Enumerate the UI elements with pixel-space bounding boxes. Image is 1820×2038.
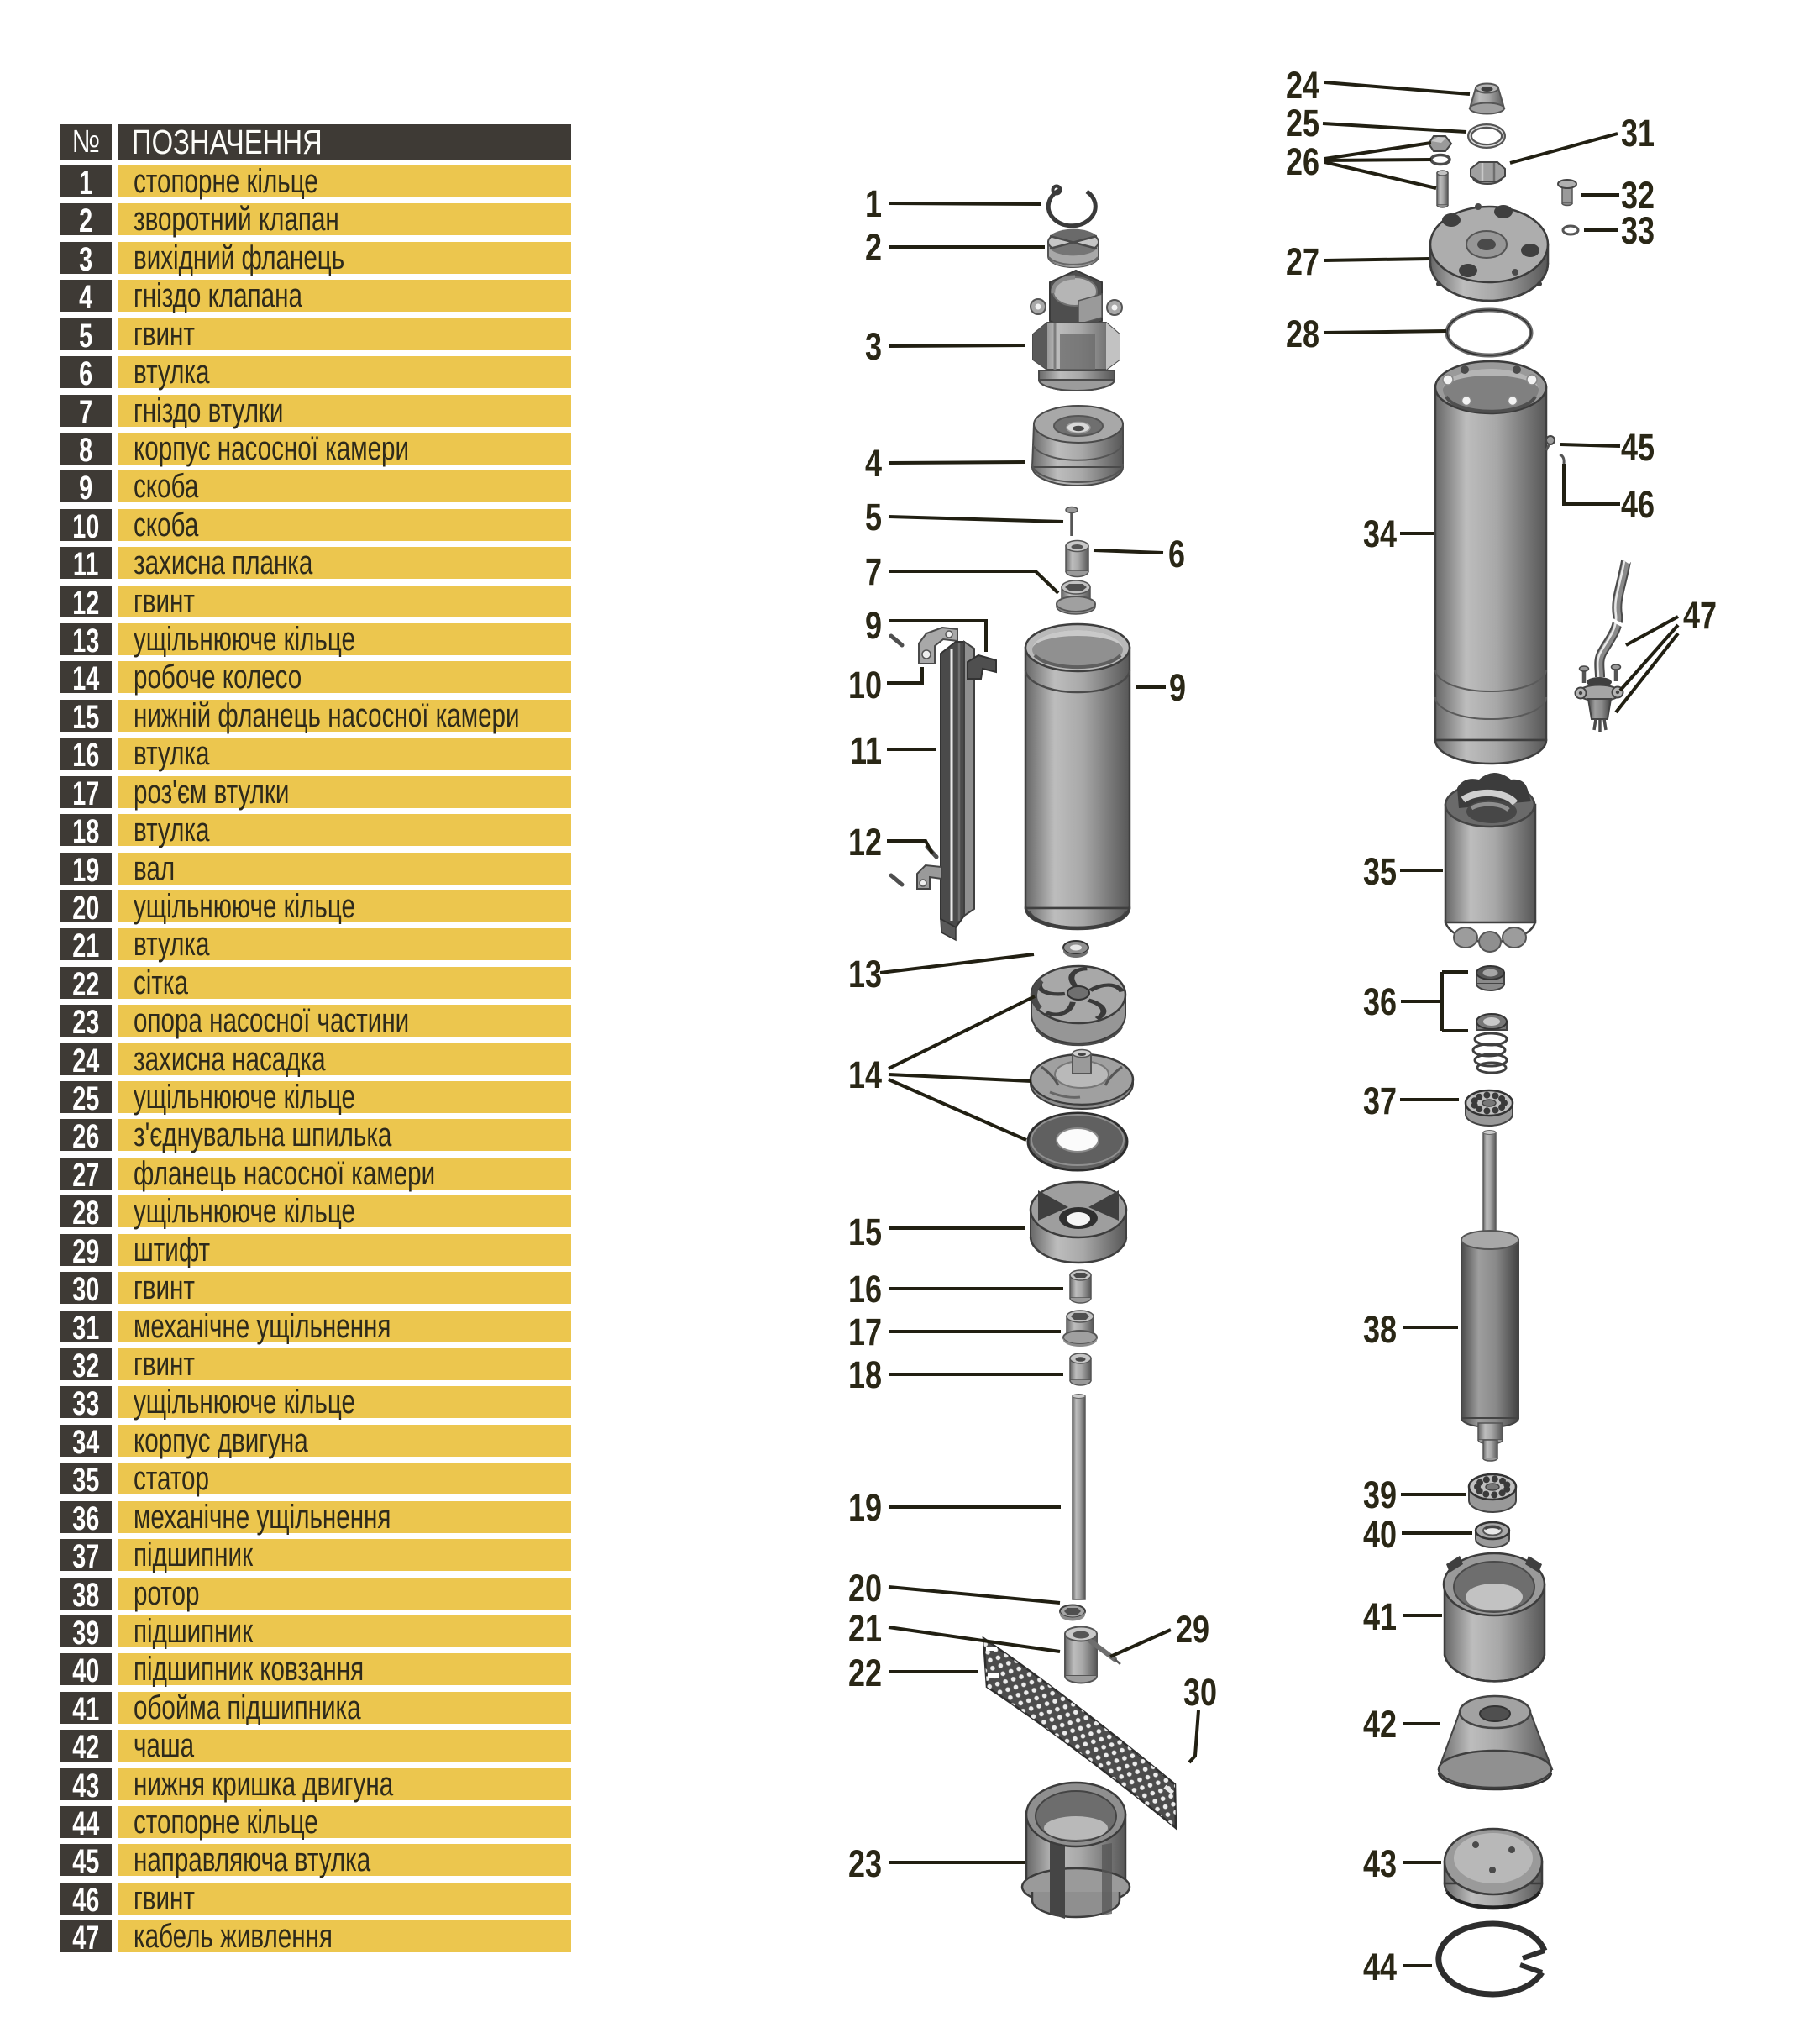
- svg-text:26: 26: [1286, 140, 1319, 183]
- svg-text:18: 18: [848, 1353, 882, 1396]
- svg-text:46: 46: [1621, 483, 1655, 526]
- svg-text:7: 7: [865, 550, 882, 593]
- svg-text:47: 47: [1683, 594, 1717, 637]
- svg-text:38: 38: [1363, 1308, 1397, 1351]
- svg-text:41: 41: [1363, 1595, 1397, 1638]
- svg-text:35: 35: [1363, 850, 1397, 893]
- svg-text:19: 19: [848, 1486, 882, 1529]
- svg-text:22: 22: [848, 1652, 882, 1694]
- svg-text:32: 32: [1621, 174, 1655, 217]
- svg-text:40: 40: [1363, 1513, 1397, 1556]
- svg-text:21: 21: [848, 1607, 882, 1650]
- svg-text:13: 13: [848, 953, 882, 995]
- svg-text:29: 29: [1176, 1608, 1209, 1651]
- svg-text:12: 12: [848, 821, 882, 864]
- svg-text:11: 11: [850, 729, 882, 772]
- svg-text:45: 45: [1621, 426, 1655, 469]
- svg-text:16: 16: [848, 1268, 882, 1311]
- svg-text:36: 36: [1363, 980, 1397, 1023]
- svg-text:37: 37: [1363, 1079, 1397, 1122]
- svg-text:44: 44: [1363, 1946, 1397, 1988]
- svg-text:34: 34: [1363, 512, 1397, 555]
- svg-text:14: 14: [848, 1053, 882, 1096]
- svg-text:10: 10: [848, 664, 882, 706]
- svg-text:4: 4: [865, 442, 882, 485]
- svg-text:3: 3: [865, 325, 882, 368]
- svg-text:9: 9: [1169, 666, 1186, 709]
- svg-text:23: 23: [848, 1842, 882, 1885]
- svg-text:9: 9: [865, 604, 882, 647]
- svg-text:27: 27: [1286, 240, 1319, 283]
- svg-text:1: 1: [865, 182, 882, 225]
- svg-text:28: 28: [1286, 313, 1319, 355]
- svg-text:30: 30: [1183, 1671, 1217, 1714]
- svg-text:17: 17: [848, 1311, 882, 1353]
- svg-text:25: 25: [1286, 102, 1319, 144]
- svg-text:5: 5: [865, 496, 882, 538]
- svg-text:20: 20: [848, 1567, 882, 1610]
- svg-text:15: 15: [848, 1211, 882, 1253]
- svg-text:31: 31: [1621, 112, 1655, 155]
- svg-text:6: 6: [1168, 533, 1185, 575]
- svg-text:2: 2: [865, 226, 882, 269]
- svg-text:33: 33: [1621, 209, 1655, 252]
- svg-text:39: 39: [1363, 1473, 1397, 1516]
- svg-text:43: 43: [1363, 1842, 1397, 1885]
- svg-text:24: 24: [1286, 64, 1319, 107]
- svg-text:42: 42: [1363, 1703, 1397, 1746]
